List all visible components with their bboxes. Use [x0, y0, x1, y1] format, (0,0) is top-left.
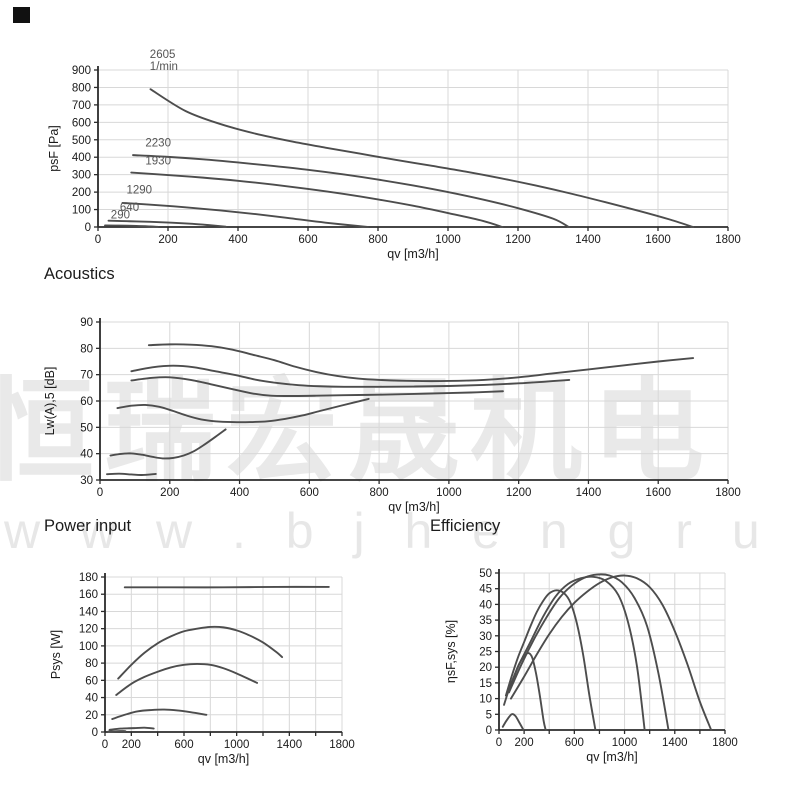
svg-text:600: 600 [298, 234, 317, 246]
svg-text:0: 0 [85, 222, 91, 234]
svg-text:400: 400 [72, 152, 91, 164]
svg-text:1400: 1400 [662, 737, 688, 749]
svg-text:1800: 1800 [715, 487, 741, 499]
svg-text:1800: 1800 [712, 737, 738, 749]
svg-text:40: 40 [85, 693, 98, 705]
svg-text:80: 80 [80, 343, 93, 355]
svg-text:30: 30 [80, 475, 93, 487]
svg-text:140: 140 [79, 606, 98, 618]
svg-text:0: 0 [95, 234, 101, 246]
power-input-chart: 0 200 600 1000 1400 1800 0 20 40 60 80 100 120 140 160… [49, 572, 355, 766]
svg-text:290: 290 [111, 210, 130, 222]
svg-text:60: 60 [80, 396, 93, 408]
svg-text:Lw(A),5 [dB]: Lw(A),5 [dB] [43, 367, 57, 436]
svg-text:180: 180 [79, 572, 98, 584]
svg-text:200: 200 [72, 187, 91, 199]
svg-text:1800: 1800 [329, 739, 355, 751]
svg-text:40: 40 [80, 449, 93, 461]
svg-text:ηsF,sys [%]: ηsF,sys [%] [444, 620, 458, 683]
svg-text:1400: 1400 [575, 234, 601, 246]
svg-text:qv [m3/h]: qv [m3/h] [387, 247, 438, 261]
svg-text:200: 200 [160, 487, 179, 499]
svg-text:qv [m3/h]: qv [m3/h] [388, 500, 439, 514]
svg-text:0: 0 [496, 737, 502, 749]
svg-text:640: 640 [120, 202, 139, 214]
svg-text:400: 400 [228, 234, 247, 246]
svg-text:1000: 1000 [435, 234, 461, 246]
svg-text:5: 5 [486, 709, 492, 721]
svg-text:15: 15 [479, 678, 492, 690]
pressure-chart: 0 200 400 600 800 1000 1200 1400 1600 1800 0 100 200… [47, 49, 741, 261]
svg-text:120: 120 [79, 624, 98, 636]
svg-text:1800: 1800 [715, 234, 741, 246]
svg-text:200: 200 [122, 739, 141, 751]
svg-text:Psys [W]: Psys [W] [49, 630, 63, 679]
svg-text:60: 60 [85, 675, 98, 687]
svg-text:25: 25 [479, 647, 492, 659]
svg-text:600: 600 [72, 117, 91, 129]
svg-text:20: 20 [85, 710, 98, 722]
svg-text:30: 30 [479, 631, 492, 643]
svg-text:800: 800 [368, 234, 387, 246]
svg-text:100: 100 [72, 205, 91, 217]
svg-text:0: 0 [92, 727, 98, 739]
svg-text:200: 200 [158, 234, 177, 246]
acoustics-title: Acoustics [44, 265, 115, 283]
svg-text:600: 600 [565, 737, 584, 749]
svg-text:160: 160 [79, 589, 98, 601]
svg-text:qv [m3/h]: qv [m3/h] [198, 752, 249, 766]
power-input-title: Power input [44, 517, 132, 535]
svg-text:500: 500 [72, 135, 91, 147]
svg-text:1600: 1600 [645, 234, 671, 246]
svg-text:400: 400 [230, 487, 249, 499]
svg-text:800: 800 [370, 487, 389, 499]
svg-text:1000: 1000 [436, 487, 462, 499]
svg-text:900: 900 [72, 65, 91, 77]
svg-text:1000: 1000 [224, 739, 250, 751]
svg-text:10: 10 [479, 694, 492, 706]
svg-text:0: 0 [97, 487, 103, 499]
svg-text:1000: 1000 [612, 737, 638, 749]
svg-text:2230: 2230 [145, 137, 171, 149]
svg-text:35: 35 [479, 615, 492, 627]
svg-text:40: 40 [479, 599, 492, 611]
svg-text:1400: 1400 [277, 739, 303, 751]
svg-text:600: 600 [174, 739, 193, 751]
svg-text:psF [Pa]: psF [Pa] [47, 125, 61, 172]
svg-text:1600: 1600 [645, 487, 671, 499]
svg-text:1290: 1290 [127, 185, 153, 197]
svg-text:0: 0 [486, 725, 492, 737]
svg-text:90: 90 [80, 317, 93, 329]
svg-text:50: 50 [479, 568, 492, 580]
svg-text:1400: 1400 [576, 487, 602, 499]
svg-text:1930: 1930 [145, 156, 171, 168]
svg-text:1200: 1200 [505, 234, 531, 246]
svg-text:0: 0 [102, 739, 108, 751]
corner-marker [13, 7, 30, 23]
efficiency-chart: 0 200 600 1000 1400 1800 0 5 10 15 20 25 30 35 40 45 50 q… [444, 568, 738, 764]
svg-text:800: 800 [72, 82, 91, 94]
acoustics-chart: 0 200 400 600 800 1000 1200 1400 1600 1800 30 40 50 6… [43, 317, 741, 514]
svg-text:50: 50 [80, 422, 93, 434]
svg-text:1/min: 1/min [150, 61, 178, 73]
efficiency-title: Efficiency [430, 517, 501, 535]
svg-text:45: 45 [479, 584, 492, 596]
svg-text:700: 700 [72, 100, 91, 112]
svg-text:600: 600 [300, 487, 319, 499]
svg-text:100: 100 [79, 641, 98, 653]
svg-text:70: 70 [80, 370, 93, 382]
svg-text:200: 200 [515, 737, 534, 749]
svg-text:80: 80 [85, 658, 98, 670]
svg-text:300: 300 [72, 170, 91, 182]
svg-text:20: 20 [479, 662, 492, 674]
svg-text:1200: 1200 [506, 487, 532, 499]
svg-text:2605: 2605 [150, 49, 176, 61]
svg-text:qv [m3/h]: qv [m3/h] [586, 750, 637, 764]
